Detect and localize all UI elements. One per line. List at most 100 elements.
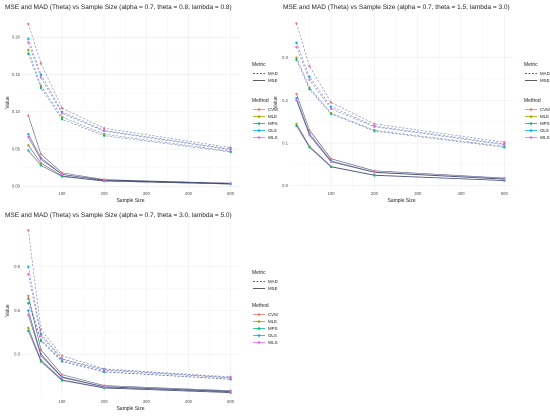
data-point — [503, 143, 506, 146]
method-legend-item: MLE — [524, 113, 550, 120]
data-point — [295, 41, 298, 44]
data-point — [229, 376, 232, 380]
series-points-mle-mse — [27, 144, 232, 186]
metric-legend-label: MSE — [540, 78, 550, 83]
series-points-wls-mad — [27, 41, 232, 151]
method-swatch — [253, 129, 265, 132]
metric-legend-label: MAD — [268, 71, 278, 76]
data-point — [102, 369, 106, 372]
data-point — [60, 173, 64, 176]
method-swatch — [253, 341, 265, 344]
data-point — [102, 134, 106, 137]
y-tick-label: 0.00 — [12, 184, 21, 189]
metric-legend: Metric MAD MSE — [524, 62, 550, 84]
data-point — [27, 144, 30, 147]
series-points-ols-mad — [295, 41, 506, 146]
method-legend-label: WLS — [540, 135, 550, 140]
y-tick-label: 0.3 — [282, 55, 288, 60]
y-tick-label: 0.05 — [12, 146, 21, 151]
data-point — [27, 22, 30, 26]
x-tick-label: 100 — [328, 191, 336, 196]
series-points-mps-mse — [27, 149, 232, 186]
data-point — [229, 148, 232, 151]
series-line-cvm-mad — [296, 23, 505, 143]
method-legend-label: WLS — [268, 135, 278, 140]
y-tick-label: 0.6 — [14, 308, 20, 313]
data-point — [27, 309, 30, 312]
chart-panel-2: MSE and MAD (Theta) vs Sample Size (alph… — [273, 0, 550, 208]
method-swatch — [253, 320, 265, 323]
data-point — [39, 153, 43, 156]
series-points-mle-mad — [27, 297, 232, 381]
data-point — [60, 175, 64, 178]
method-swatch — [253, 313, 265, 316]
data-point — [39, 62, 43, 65]
method-legend-item: MPS — [524, 120, 550, 127]
method-legend-item: WLS — [252, 134, 278, 141]
chart-title: MSE and MAD (Theta) vs Sample Size (alph… — [283, 4, 510, 11]
method-legend-label: CVM — [268, 312, 278, 317]
method-legend-title: Method — [252, 303, 269, 309]
series-points-mps-mad — [27, 52, 232, 154]
method-swatch — [253, 115, 265, 118]
data-point — [329, 105, 333, 108]
data-point — [503, 146, 506, 149]
method-legend-label: MPS — [268, 326, 278, 331]
data-point — [27, 326, 30, 330]
data-point — [329, 112, 333, 116]
y-axis-title: Value — [273, 96, 279, 109]
method-swatch — [525, 129, 537, 132]
data-point — [39, 328, 43, 331]
x-tick-label: 200 — [371, 191, 379, 196]
series-line-wls-mse — [28, 314, 231, 393]
series-line-ols-mse — [296, 98, 505, 180]
data-point — [329, 157, 333, 161]
series-points-mps-mad — [27, 302, 232, 381]
series-line-wls-mad — [28, 42, 231, 151]
data-point — [295, 124, 298, 128]
x-tick-label: 500 — [227, 399, 235, 404]
method-legend-item: CVM — [524, 106, 550, 113]
series-points-ols-mse — [27, 309, 232, 393]
method-swatch — [525, 122, 537, 125]
series-points-wls-mad — [295, 45, 506, 146]
x-tick-label: 100 — [59, 399, 67, 404]
data-point — [39, 161, 43, 165]
series-points-cvm-mse — [295, 92, 506, 180]
data-point — [27, 52, 30, 55]
method-swatch — [525, 115, 537, 118]
y-tick-label: 0.2 — [282, 98, 288, 103]
method-legend-title: Method — [524, 98, 541, 104]
data-point — [39, 164, 43, 167]
solid-line-swatch — [253, 80, 265, 81]
series-line-mle-mad — [296, 57, 505, 147]
x-tick-label: 100 — [59, 191, 67, 196]
method-swatch — [253, 334, 265, 337]
series-points-cvm-mse — [27, 114, 232, 185]
metric-legend-item: MSE — [252, 77, 278, 84]
data-point — [295, 99, 298, 102]
x-tick-label: 200 — [101, 191, 109, 196]
method-legend-item: OLS — [524, 127, 550, 134]
metric-legend-item: MAD — [252, 278, 278, 285]
series-line-wls-mad — [28, 273, 231, 379]
series-line-mle-mse — [28, 145, 231, 185]
data-point — [308, 75, 311, 79]
method-legend-label: MLE — [268, 114, 278, 119]
data-point — [27, 135, 30, 139]
data-point — [308, 146, 311, 149]
method-swatch — [253, 122, 265, 125]
data-point — [229, 390, 232, 393]
series-points-wls-mse — [27, 313, 232, 393]
data-point — [60, 376, 64, 379]
method-legend-item: MLE — [252, 113, 278, 120]
y-tick-label: 0.9 — [14, 264, 20, 269]
data-point — [27, 132, 30, 136]
data-point — [329, 107, 333, 111]
y-tick-label: 0.0 — [282, 183, 288, 188]
metric-legend: Metric MAD MSE — [252, 62, 278, 84]
series-line-mle-mse — [28, 327, 231, 393]
series-points-mps-mse — [27, 329, 232, 394]
series-line-mle-mad — [28, 49, 231, 152]
metric-legend-item: MSE — [252, 285, 278, 292]
